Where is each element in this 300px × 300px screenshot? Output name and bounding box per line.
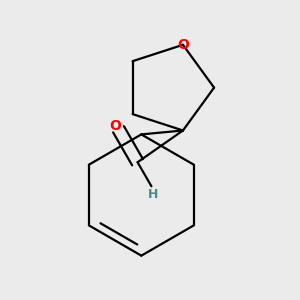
Text: O: O bbox=[177, 38, 189, 52]
Text: O: O bbox=[109, 119, 121, 133]
Text: H: H bbox=[148, 188, 158, 201]
